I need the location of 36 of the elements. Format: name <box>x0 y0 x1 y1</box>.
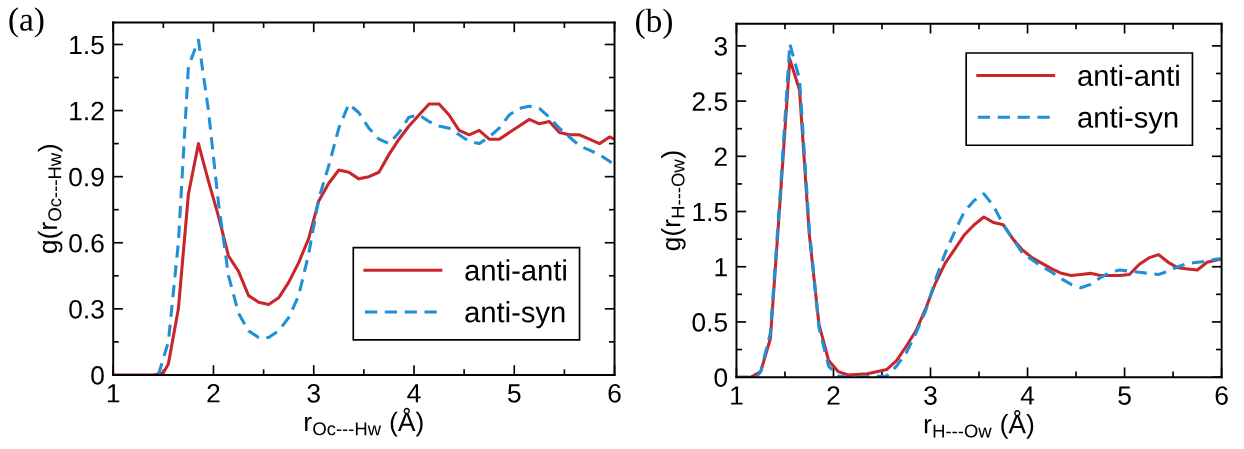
y-tick-label: 1.2 <box>70 101 104 121</box>
y-tick-label: 0 <box>714 368 728 387</box>
y-tick-label: 1 <box>715 258 727 277</box>
text: (b) <box>636 8 672 39</box>
x-tick-label: 3 <box>924 386 937 405</box>
y-tick-label: 3 <box>714 37 727 56</box>
legend-label: anti-syn <box>1078 106 1178 134</box>
x-tick-label: 6 <box>608 383 621 403</box>
text: (a) <box>9 7 44 38</box>
y-axis-title: g(r$_{H---Ow}$) <box>661 151 686 251</box>
legend-label: anti-syn <box>465 301 565 329</box>
x-tick-label: 5 <box>507 384 521 403</box>
y-tick-label: 1.5 <box>70 35 104 55</box>
y-axis-title: g(r$_{Oc---Hw}$) <box>37 145 63 253</box>
x-axis-title: r$_{Oc---Hw}$ (Å) <box>305 407 423 437</box>
x-axis-title: r$_{H---Ow}$ (Å) <box>924 410 1034 439</box>
x-tick-label: 3 <box>307 383 320 403</box>
y-tick-label: 2.5 <box>692 92 728 111</box>
line-series <box>156 38 615 375</box>
y-tick-label: 0.6 <box>69 233 104 253</box>
y-tick-label: 0.5 <box>692 313 728 332</box>
y-tick-label: 2 <box>714 147 727 166</box>
x-tick-label: 2 <box>207 383 220 403</box>
x-tick-label: 4 <box>407 384 421 403</box>
x-tick-label: 1 <box>731 386 743 405</box>
legend-label: anti-anti <box>465 259 566 281</box>
y-tick-label: 1.5 <box>693 202 728 222</box>
y-tick-label: 0 <box>91 366 104 385</box>
x-tick-label: 5 <box>1118 386 1131 405</box>
y-tick-label: 0.9 <box>69 167 104 187</box>
x-tick-label: 4 <box>1020 386 1035 405</box>
x-tick-label: 6 <box>1215 386 1228 405</box>
x-tick-label: 1 <box>107 384 120 403</box>
y-tick-label: 0.3 <box>69 299 104 319</box>
x-tick-label: 2 <box>827 386 840 405</box>
legend-label: anti-anti <box>1078 64 1179 87</box>
